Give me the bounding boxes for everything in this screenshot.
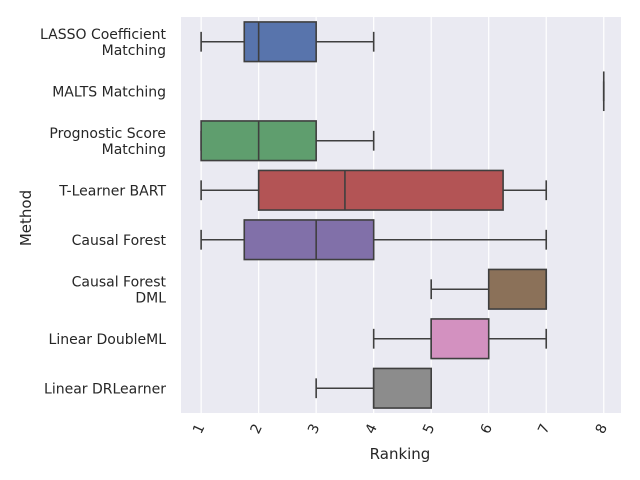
x-tick-label: 2 [248,422,266,437]
box-group [315,367,432,409]
y-tick-labels: LASSO Coefficient Matching MALTS Matching P… [40,27,167,398]
x-axis-label: Ranking [370,445,431,463]
box-group [200,169,548,211]
x-tick-label: 3 [305,422,323,437]
x-tick-label: 8 [593,422,611,437]
y-tick-label: T-Learner BART [58,183,166,199]
x-tick-label: 4 [363,422,381,437]
y-tick-label: Linear DoubleML [49,332,167,348]
plot-area [181,17,621,413]
box-group [200,219,548,261]
x-tick-labels: 1 2 3 4 5 6 7 8 [190,422,611,437]
box [243,219,375,261]
box [257,169,504,211]
box [243,21,317,63]
box [372,367,432,409]
box-group [372,318,548,360]
y-tick-label: Prognostic Score Matching [49,126,166,158]
y-tick-label: Causal Forest DML [72,274,167,306]
box-group [430,268,548,310]
x-tick-label: 6 [478,422,496,437]
y-axis-label: Method [17,190,35,246]
box [487,268,548,310]
y-tick-label: MALTS Matching [52,84,166,100]
box [430,318,490,360]
x-tick-label: 7 [535,422,553,437]
boxes [200,21,605,409]
grid-lines [200,17,605,413]
box-group [200,21,375,63]
y-tick-label: LASSO Coefficient Matching [40,27,167,59]
y-tick-label: Causal Forest [72,233,167,249]
box-group [200,120,375,162]
y-tick-label: Linear DRLearner [44,381,166,397]
x-tick-label: 1 [190,422,208,437]
x-tick-label: 5 [420,422,438,437]
